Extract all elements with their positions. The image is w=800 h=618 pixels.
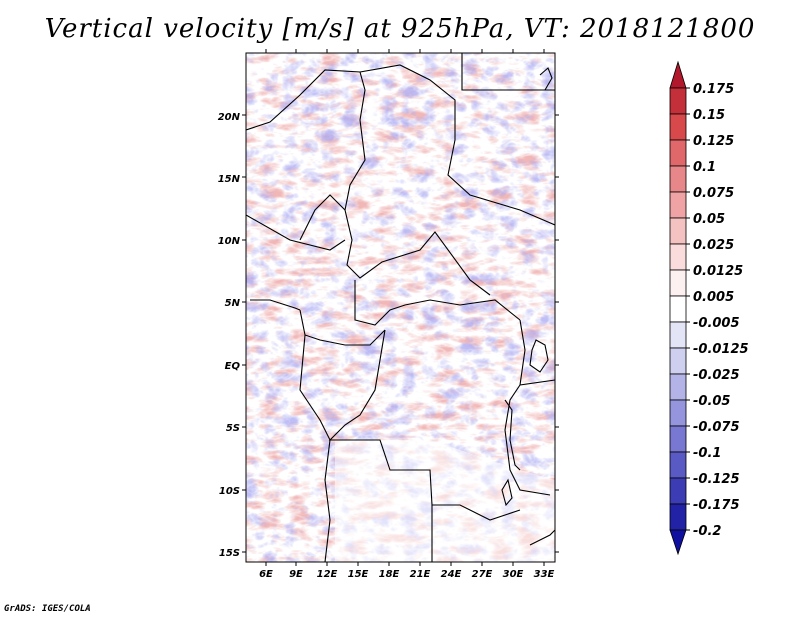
lon-label-24e: 24E xyxy=(441,569,462,580)
colorbar-label: 0.05 xyxy=(693,212,725,227)
colorbar-segment xyxy=(669,295,687,323)
lat-label-15n: 15N xyxy=(218,174,241,185)
lat-label-15s: 15S xyxy=(219,548,240,559)
lon-label-30e: 30E xyxy=(503,569,524,580)
colorbar-label: 0.175 xyxy=(693,82,734,97)
lon-label-33e: 33E xyxy=(534,569,555,580)
colorbar-label: -0.05 xyxy=(693,394,730,409)
colorbar-segment xyxy=(669,451,687,479)
lat-label-eq: EQ xyxy=(225,361,241,372)
colorbar-segment xyxy=(669,373,687,401)
longitude-labels: 6E 9E 12E 15E 18E 21E 24E 27E 30E 33E xyxy=(259,569,554,580)
lon-label-6e: 6E xyxy=(259,569,273,580)
colorbar-label: 0.075 xyxy=(693,186,734,201)
lon-label-12e: 12E xyxy=(317,569,338,580)
latitude-labels: 20N 15N 10N 5N EQ 5S 10S 15S xyxy=(218,112,241,559)
lat-label-10s: 10S xyxy=(219,486,240,497)
colorbar-label: -0.075 xyxy=(693,420,740,435)
colorbar-segment xyxy=(669,477,687,505)
lon-label-18e: 18E xyxy=(379,569,400,580)
colorbar-segment xyxy=(669,243,687,271)
colorbar-top-arrow xyxy=(669,60,687,89)
colorbar-label: -0.125 xyxy=(693,472,740,487)
colorbar xyxy=(669,60,690,556)
colorbar-label: 0.125 xyxy=(693,134,734,149)
latitude-tick-marks xyxy=(242,114,559,553)
colorbar-segment xyxy=(669,217,687,245)
colorbar-segment xyxy=(669,139,687,167)
colorbar-segment xyxy=(669,165,687,193)
colorbar-label: -0.2 xyxy=(693,524,721,539)
map-frame xyxy=(242,49,559,566)
lon-label-15e: 15E xyxy=(348,569,369,580)
colorbar-label: -0.005 xyxy=(693,316,740,331)
colorbar-label: 0.1 xyxy=(693,160,716,175)
colorbar-segment xyxy=(669,113,687,141)
longitude-tick-marks xyxy=(265,49,545,566)
footer-credit: GrADS: IGES/COLA xyxy=(4,604,91,614)
lon-label-27e: 27E xyxy=(472,569,493,580)
lat-label-5s: 5S xyxy=(226,423,240,434)
colorbar-segment xyxy=(669,399,687,427)
colorbar-segment xyxy=(669,321,687,349)
lat-label-5n: 5N xyxy=(225,298,241,309)
colorbar-labels: 0.175 0.15 0.125 0.1 0.075 0.05 0.025 0.0125 0.0… xyxy=(693,82,749,539)
colorbar-segment xyxy=(669,191,687,219)
colorbar-label: 0.005 xyxy=(693,290,734,305)
country-borders xyxy=(246,53,555,562)
colorbar-segment xyxy=(669,87,687,115)
colorbar-segment xyxy=(669,347,687,375)
colorbar-label: 0.15 xyxy=(693,108,725,123)
colorbar-bottom-arrow xyxy=(669,529,687,556)
lon-label-21e: 21E xyxy=(410,569,431,580)
lat-label-10n: 10N xyxy=(218,236,241,247)
colorbar-label: -0.025 xyxy=(693,368,740,383)
colorbar-label: 0.0125 xyxy=(693,264,743,279)
colorbar-label: -0.175 xyxy=(693,498,740,513)
colorbar-label: -0.0125 xyxy=(693,342,749,357)
colorbar-segment xyxy=(669,503,687,531)
colorbar-segment xyxy=(669,269,687,297)
chart-title: Vertical velocity [m/s] at 925hPa, VT: 2… xyxy=(44,14,756,44)
colorbar-segment xyxy=(669,425,687,453)
lon-label-9e: 9E xyxy=(289,569,303,580)
colorbar-label: 0.025 xyxy=(693,238,734,253)
lat-label-20n: 20N xyxy=(218,112,241,123)
colorbar-label: -0.1 xyxy=(693,446,721,461)
